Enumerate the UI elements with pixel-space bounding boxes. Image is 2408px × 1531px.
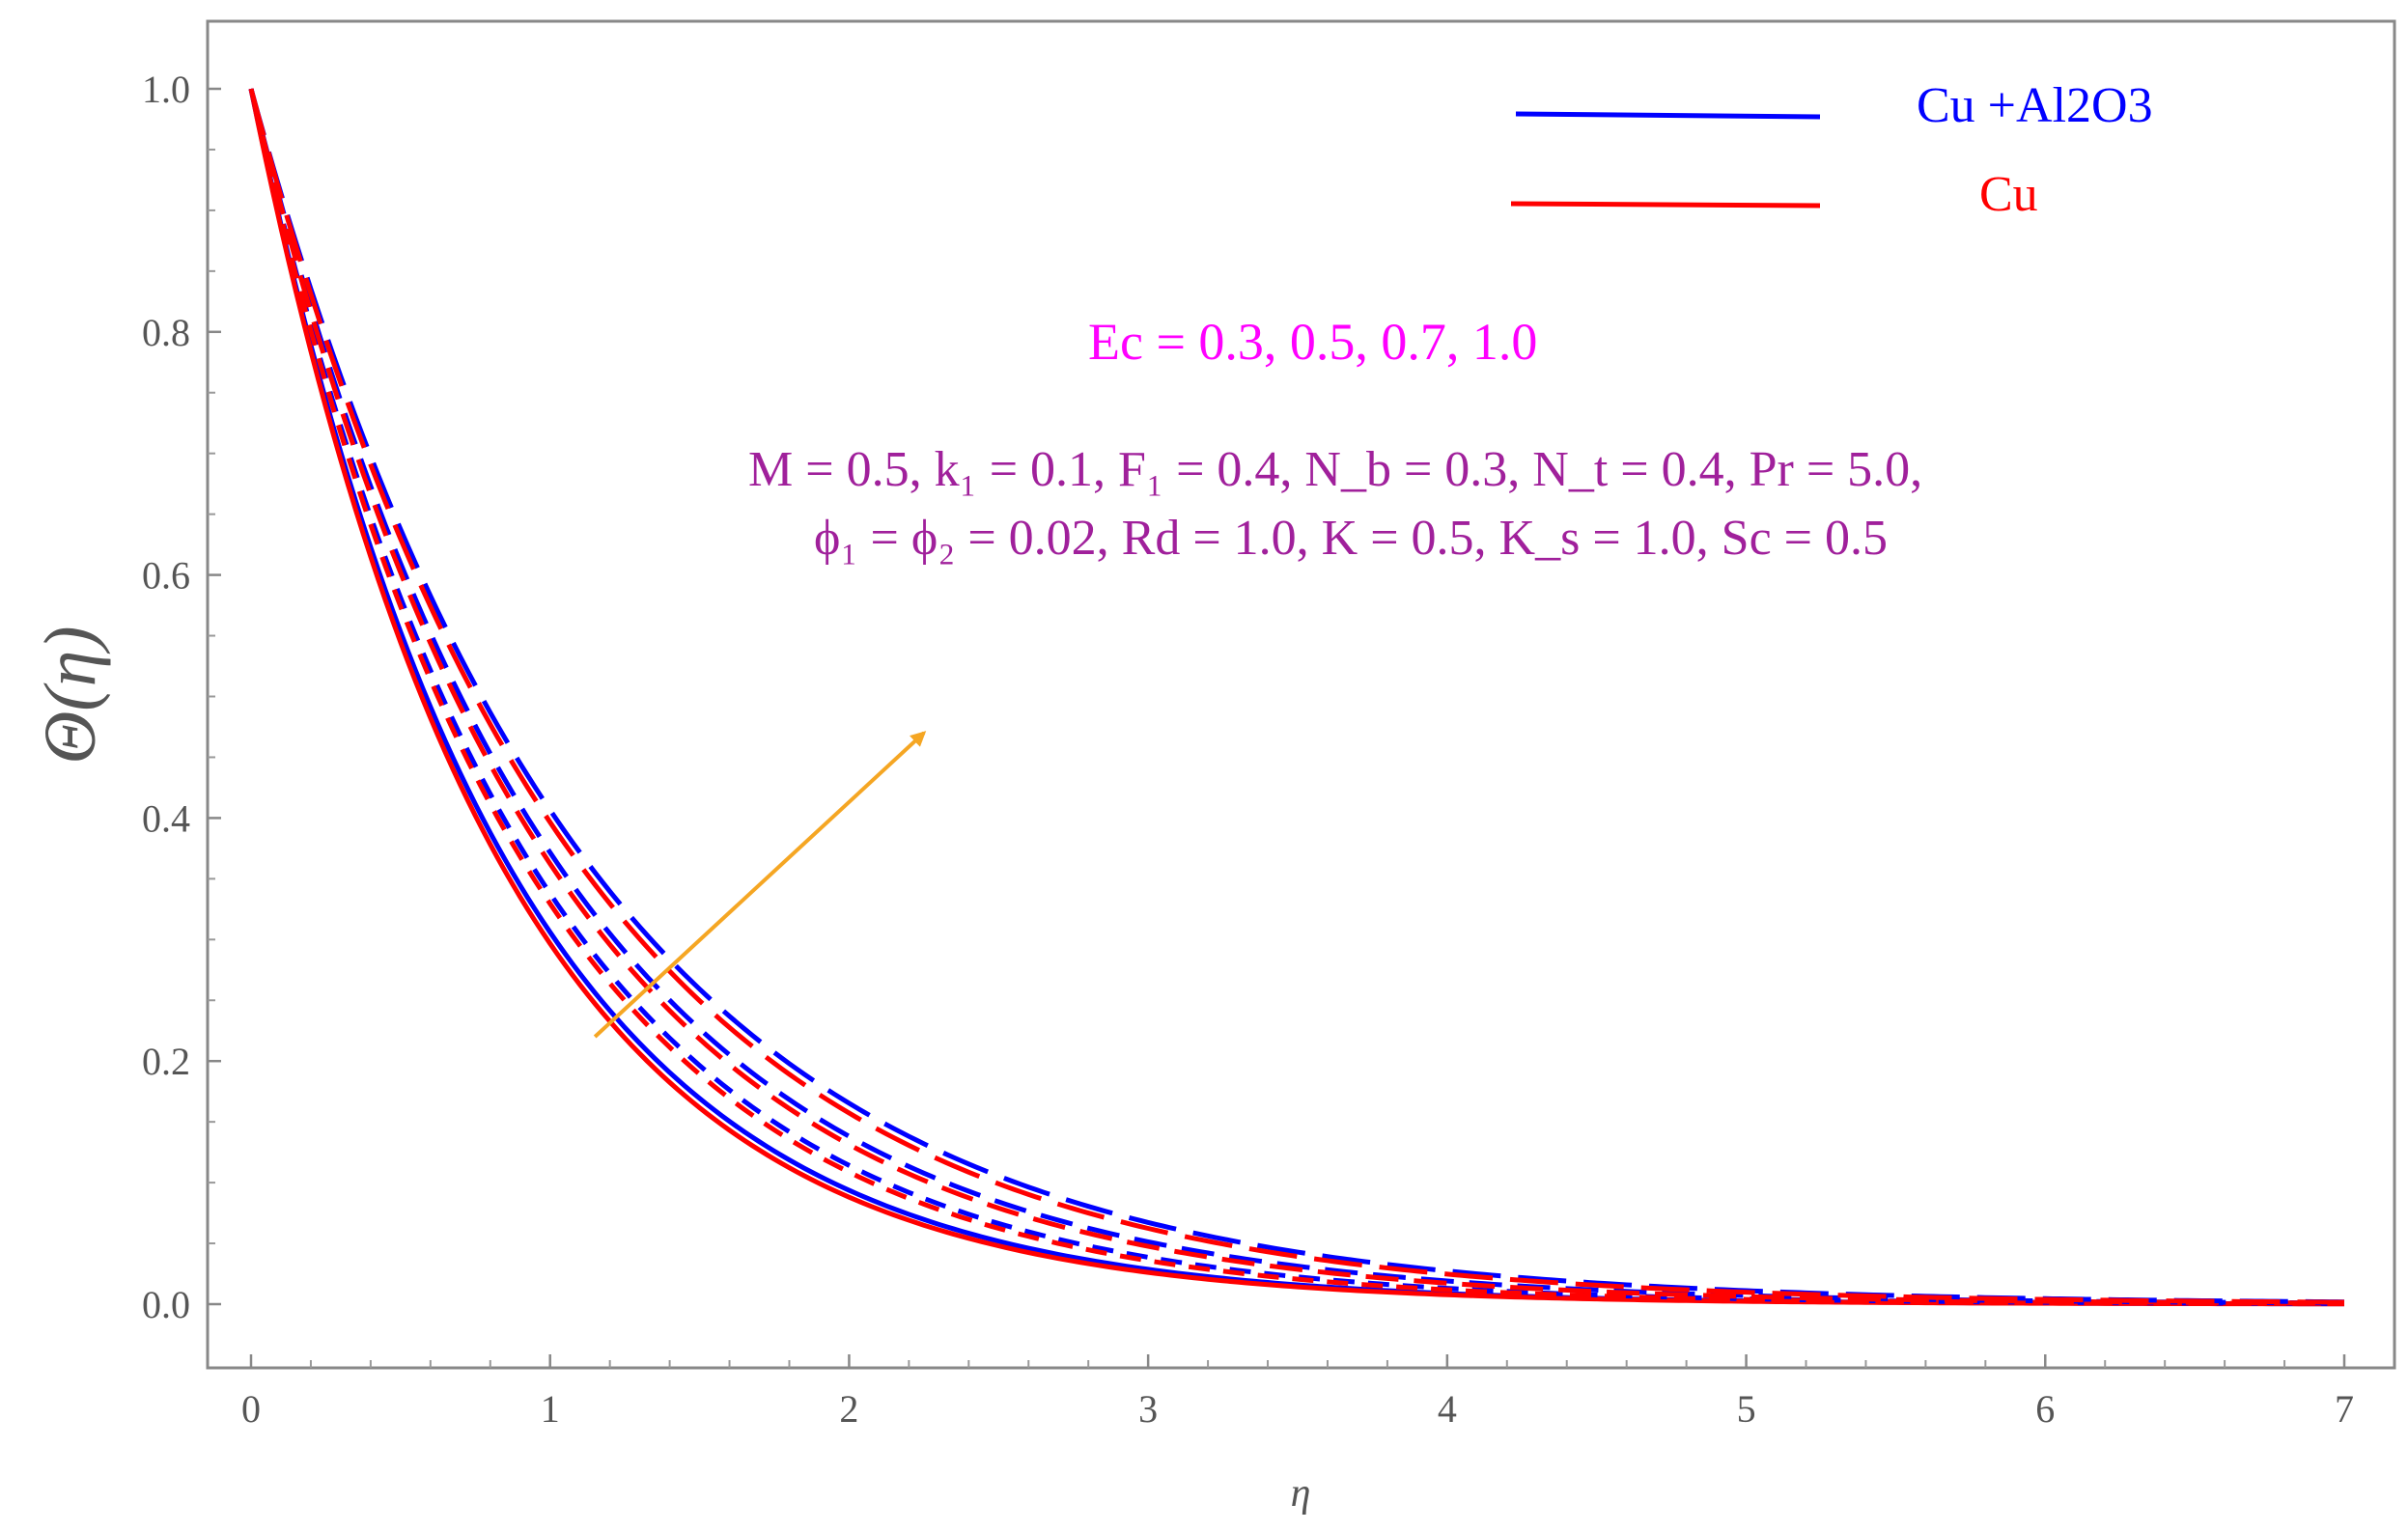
- legend-label-cu: Cu: [1979, 167, 2038, 222]
- series-curves: [248, 88, 2345, 1307]
- params-annotation-line2: ϕ₁ = ϕ₂ = 0.02, Rd = 1.0, K = 0.5, K_s =…: [814, 511, 1888, 566]
- y-axis-label: Θ(η): [30, 626, 111, 764]
- x-tick-label: 1: [541, 1387, 560, 1431]
- axis-ticks: [208, 87, 2346, 1368]
- legend: Cu +Al2O3 Cu: [1510, 78, 2153, 222]
- series-line-1: [248, 88, 2345, 1307]
- y-tick-label: 0.8: [142, 311, 190, 354]
- ec-annotation: Ec = 0.3, 0.5, 0.7, 1.0: [1088, 313, 1537, 371]
- x-tick-label: 2: [839, 1387, 858, 1431]
- tick-labels: 0 1 2 3 4 5 6 7 0.0 0.2 0.4 0.6 0.8 1.0: [142, 68, 2354, 1431]
- x-axis-label: η: [1291, 1471, 1311, 1516]
- plot-frame: [206, 19, 2396, 1370]
- x-tick-label: 6: [2035, 1387, 2055, 1431]
- series-line-8: [248, 88, 2345, 1305]
- y-tick-label: 0.4: [142, 796, 190, 840]
- legend-label-cu-al2o3: Cu +Al2O3: [1917, 78, 2153, 133]
- x-tick-label: 3: [1138, 1387, 1158, 1431]
- series-line-2: [248, 88, 2345, 1307]
- series-line-4: [248, 88, 2345, 1306]
- x-tick-label: 5: [1737, 1387, 1756, 1431]
- legend-line-cu: [1510, 201, 1821, 209]
- y-tick-label: 0.6: [142, 554, 190, 598]
- series-line-3: [248, 88, 2345, 1306]
- y-tick-label: 0.2: [142, 1040, 190, 1083]
- legend-line-cu-al2o3: [1515, 111, 1821, 120]
- x-tick-label: 0: [241, 1387, 261, 1431]
- trend-arrow: [593, 731, 927, 1039]
- series-line-5: [248, 88, 2345, 1306]
- series-line-6: [248, 88, 2345, 1306]
- x-tick-label: 7: [2335, 1387, 2354, 1431]
- y-tick-label: 0.0: [142, 1283, 190, 1326]
- params-annotation-line1: M = 0.5, k₁ = 0.1, F₁ = 0.4, N_b = 0.3, …: [748, 442, 1922, 497]
- series-line-7: [248, 88, 2345, 1305]
- y-tick-label: 1.0: [142, 68, 190, 111]
- x-tick-label: 4: [1438, 1387, 1457, 1431]
